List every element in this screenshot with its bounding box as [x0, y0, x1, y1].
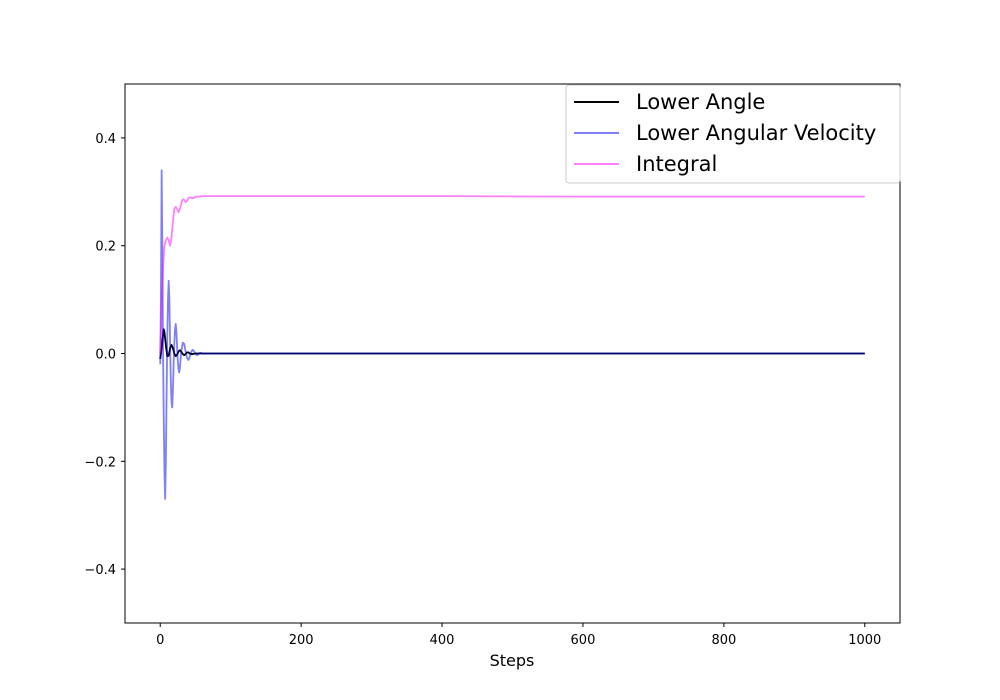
y-tick-label: −0.2 [84, 455, 116, 470]
series-line-1 [159, 169, 865, 500]
x-tick-label: 600 [571, 633, 596, 648]
legend-label-0: Lower Angle [636, 90, 765, 114]
series-line-2 [159, 195, 865, 354]
y-tick-label: 0.4 [95, 132, 116, 147]
legend-label-2: Integral [636, 152, 717, 176]
x-tick-label: 0 [156, 633, 164, 648]
x-tick-label: 800 [711, 633, 736, 648]
series-layer [159, 169, 865, 500]
x-axis-label: Steps [490, 651, 535, 670]
y-tick-label: 0.0 [95, 348, 116, 363]
legend-label-1: Lower Angular Velocity [636, 121, 876, 145]
y-tick-label: −0.4 [84, 563, 116, 578]
x-axis: 0 200 400 600 800 1000 [156, 623, 881, 648]
legend-box [565, 84, 901, 184]
x-tick-label: 200 [289, 633, 314, 648]
x-tick-label: 1000 [848, 633, 881, 648]
legend: Lower Angle Lower Angular Velocity Integra… [565, 84, 901, 184]
y-tick-label: 0.2 [95, 240, 116, 255]
y-axis: −0.4 −0.2 0.0 0.2 0.4 [84, 132, 125, 578]
x-tick-label: 400 [430, 633, 455, 648]
